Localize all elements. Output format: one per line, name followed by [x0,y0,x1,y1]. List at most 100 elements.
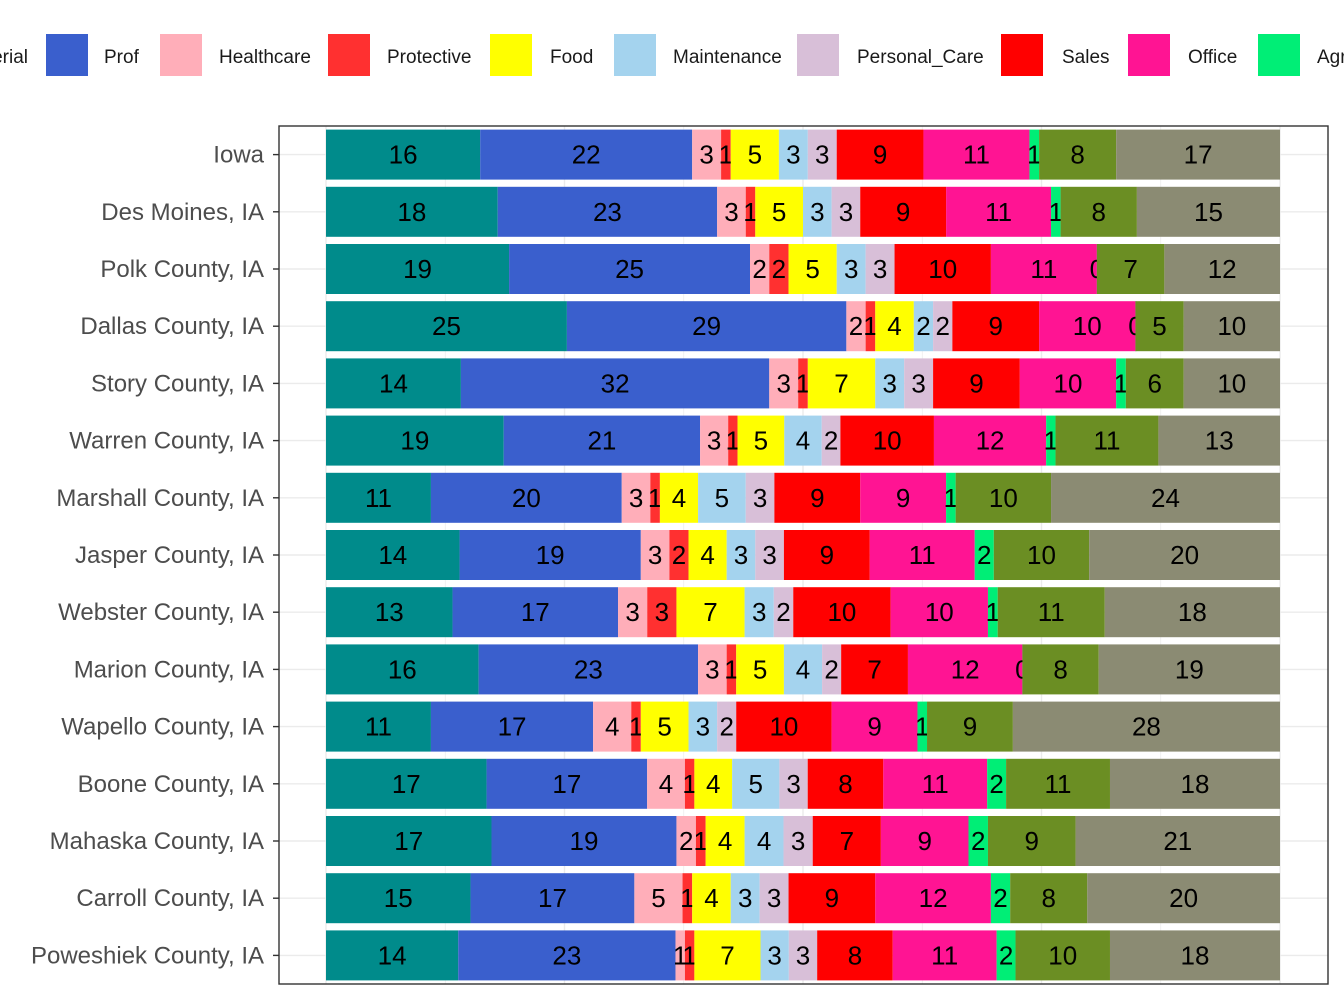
data-label: 4 [718,826,732,856]
data-label: 9 [867,712,881,742]
data-label: 4 [887,311,901,341]
bar-segment-carroll-county-ia-maintenance [730,873,760,924]
bar-segment-marion-county-ia-series-11 [1022,644,1099,695]
bar-segment-webster-county-ia-food [676,587,745,638]
bar-segment-dallas-county-ia-maintenance [913,301,934,352]
data-label: 3 [707,426,721,456]
data-label: 4 [605,712,619,742]
data-label: 1 [724,654,738,684]
data-label: 29 [692,311,721,341]
bar-segment-wapello-county-ia-series-10 [917,701,928,752]
bar-segment-des-moines-ia-sales [860,186,947,237]
bar-segment-poweshiek-county-ia-sales [817,930,893,981]
data-label: 1 [682,940,696,970]
data-label: 23 [574,654,603,684]
data-label: 1 [1114,368,1128,398]
data-label: 5 [651,883,665,913]
bar-segment-boone-county-ia-series-12 [1109,758,1280,809]
bar-segment-jasper-county-ia-personal-care [755,530,784,580]
bar-segment-marion-county-ia-sales [841,644,908,695]
bar-segment-mahaska-county-ia-protective [695,816,706,866]
data-label: 3 [815,140,829,170]
bar-segment-webster-county-ia-prof [452,587,619,638]
data-label: 1 [863,311,877,341]
bar-segment-dallas-county-ia-food [875,301,914,352]
data-label: 9 [820,540,834,570]
y-tick-label: Polk County, IA [100,256,264,283]
bar-segment-des-moines-ia-office [946,186,1052,237]
bar-segment-boone-county-ia-office [883,758,988,809]
data-label: 3 [911,368,925,398]
bar-segment-jasper-county-ia-series-12 [1089,530,1280,580]
bar-segment-carroll-county-ia-series-1 [326,873,471,924]
legend-label: Protective [387,47,471,68]
bar-segment-poweshiek-county-ia-maintenance [760,930,789,981]
legend: erial Prof Healthcare Protective Food Mainten… [0,34,1344,76]
data-label: 3 [648,540,662,570]
data-label: 5 [805,254,819,284]
data-label: 5 [657,712,671,742]
data-label: 16 [388,654,417,684]
bar-segment-webster-county-ia-series-10 [987,587,998,638]
bar-segment-dallas-county-ia-sales [952,301,1040,352]
data-label: 12 [919,883,948,913]
data-label: 12 [1208,254,1237,284]
bar-segment-wapello-county-ia-personal-care [717,701,737,752]
y-tick-label: Des Moines, IA [101,199,264,226]
data-label: 12 [951,654,980,684]
data-label: 19 [536,540,565,570]
data-label: 25 [432,311,461,341]
bar-segment-des-moines-ia-series-12 [1136,186,1280,237]
y-tick-label: Wapello County, IA [61,714,264,741]
bar-segment-marshall-county-ia-food [659,472,699,523]
data-label: 11 [1045,769,1072,799]
bar-segment-wapello-county-ia-maintenance [688,701,718,752]
data-label: 4 [757,826,771,856]
bar-segment-iowa-personal-care [807,129,837,180]
bar-segment-carroll-county-ia-series-10 [990,873,1011,924]
data-label: 3 [696,712,710,742]
data-label: 20 [1170,540,1199,570]
bar-segment-wapello-county-ia-office [831,701,918,752]
legend-label: Personal_Care [857,47,984,68]
data-label: 14 [379,368,408,398]
bar-segment-story-county-ia-office [1019,358,1117,409]
bar-segment-wapello-county-ia-protective [631,701,641,752]
y-tick-label: Marshall County, IA [56,485,264,512]
data-label: 4 [796,426,810,456]
bar-segment-polk-county-ia-office [990,244,1097,294]
bar-segment-wapello-county-ia-healthcare [593,701,632,752]
data-label: 5 [715,483,729,513]
bar-segment-iowa-prof [480,129,693,180]
data-label: 9 [917,826,931,856]
data-label: 5 [754,426,768,456]
bar-segment-carroll-county-ia-sales [788,873,876,924]
bar-segment-marshall-county-ia-protective [650,472,660,523]
data-label: 1 [1044,426,1058,456]
data-label: 19 [403,254,432,284]
legend-label: erial [0,47,28,68]
data-label: 10 [1054,368,1083,398]
bar-segment-marshall-county-ia-maintenance [698,472,746,523]
data-label: 3 [810,197,824,227]
data-label: 3 [767,940,781,970]
data-label: 13 [1205,426,1234,456]
data-label: 11 [963,140,990,170]
data-label: 14 [378,540,407,570]
bar-segment-boone-county-ia-series-1 [326,758,487,809]
bar-segment-marshall-county-ia-office [860,472,947,523]
data-label: 3 [699,140,713,170]
bar-segment-poweshiek-county-ia-prof [458,930,676,981]
bar-segment-jasper-county-ia-protective [669,530,689,580]
bar-segment-poweshiek-county-ia-office [892,930,997,981]
legend-key-office [1128,34,1170,76]
data-label: 3 [776,368,790,398]
bar-segment-poweshiek-county-ia-series-12 [1109,930,1280,981]
data-label: 9 [873,140,887,170]
data-label: 1 [694,826,708,856]
bar-segment-des-moines-ia-food [755,186,803,237]
bar-segment-boone-county-ia-healthcare [647,758,685,809]
data-label: 7 [720,940,734,970]
bar-segment-wapello-county-ia-series-1 [326,701,431,752]
y-tick-label: Jasper County, IA [75,542,264,569]
